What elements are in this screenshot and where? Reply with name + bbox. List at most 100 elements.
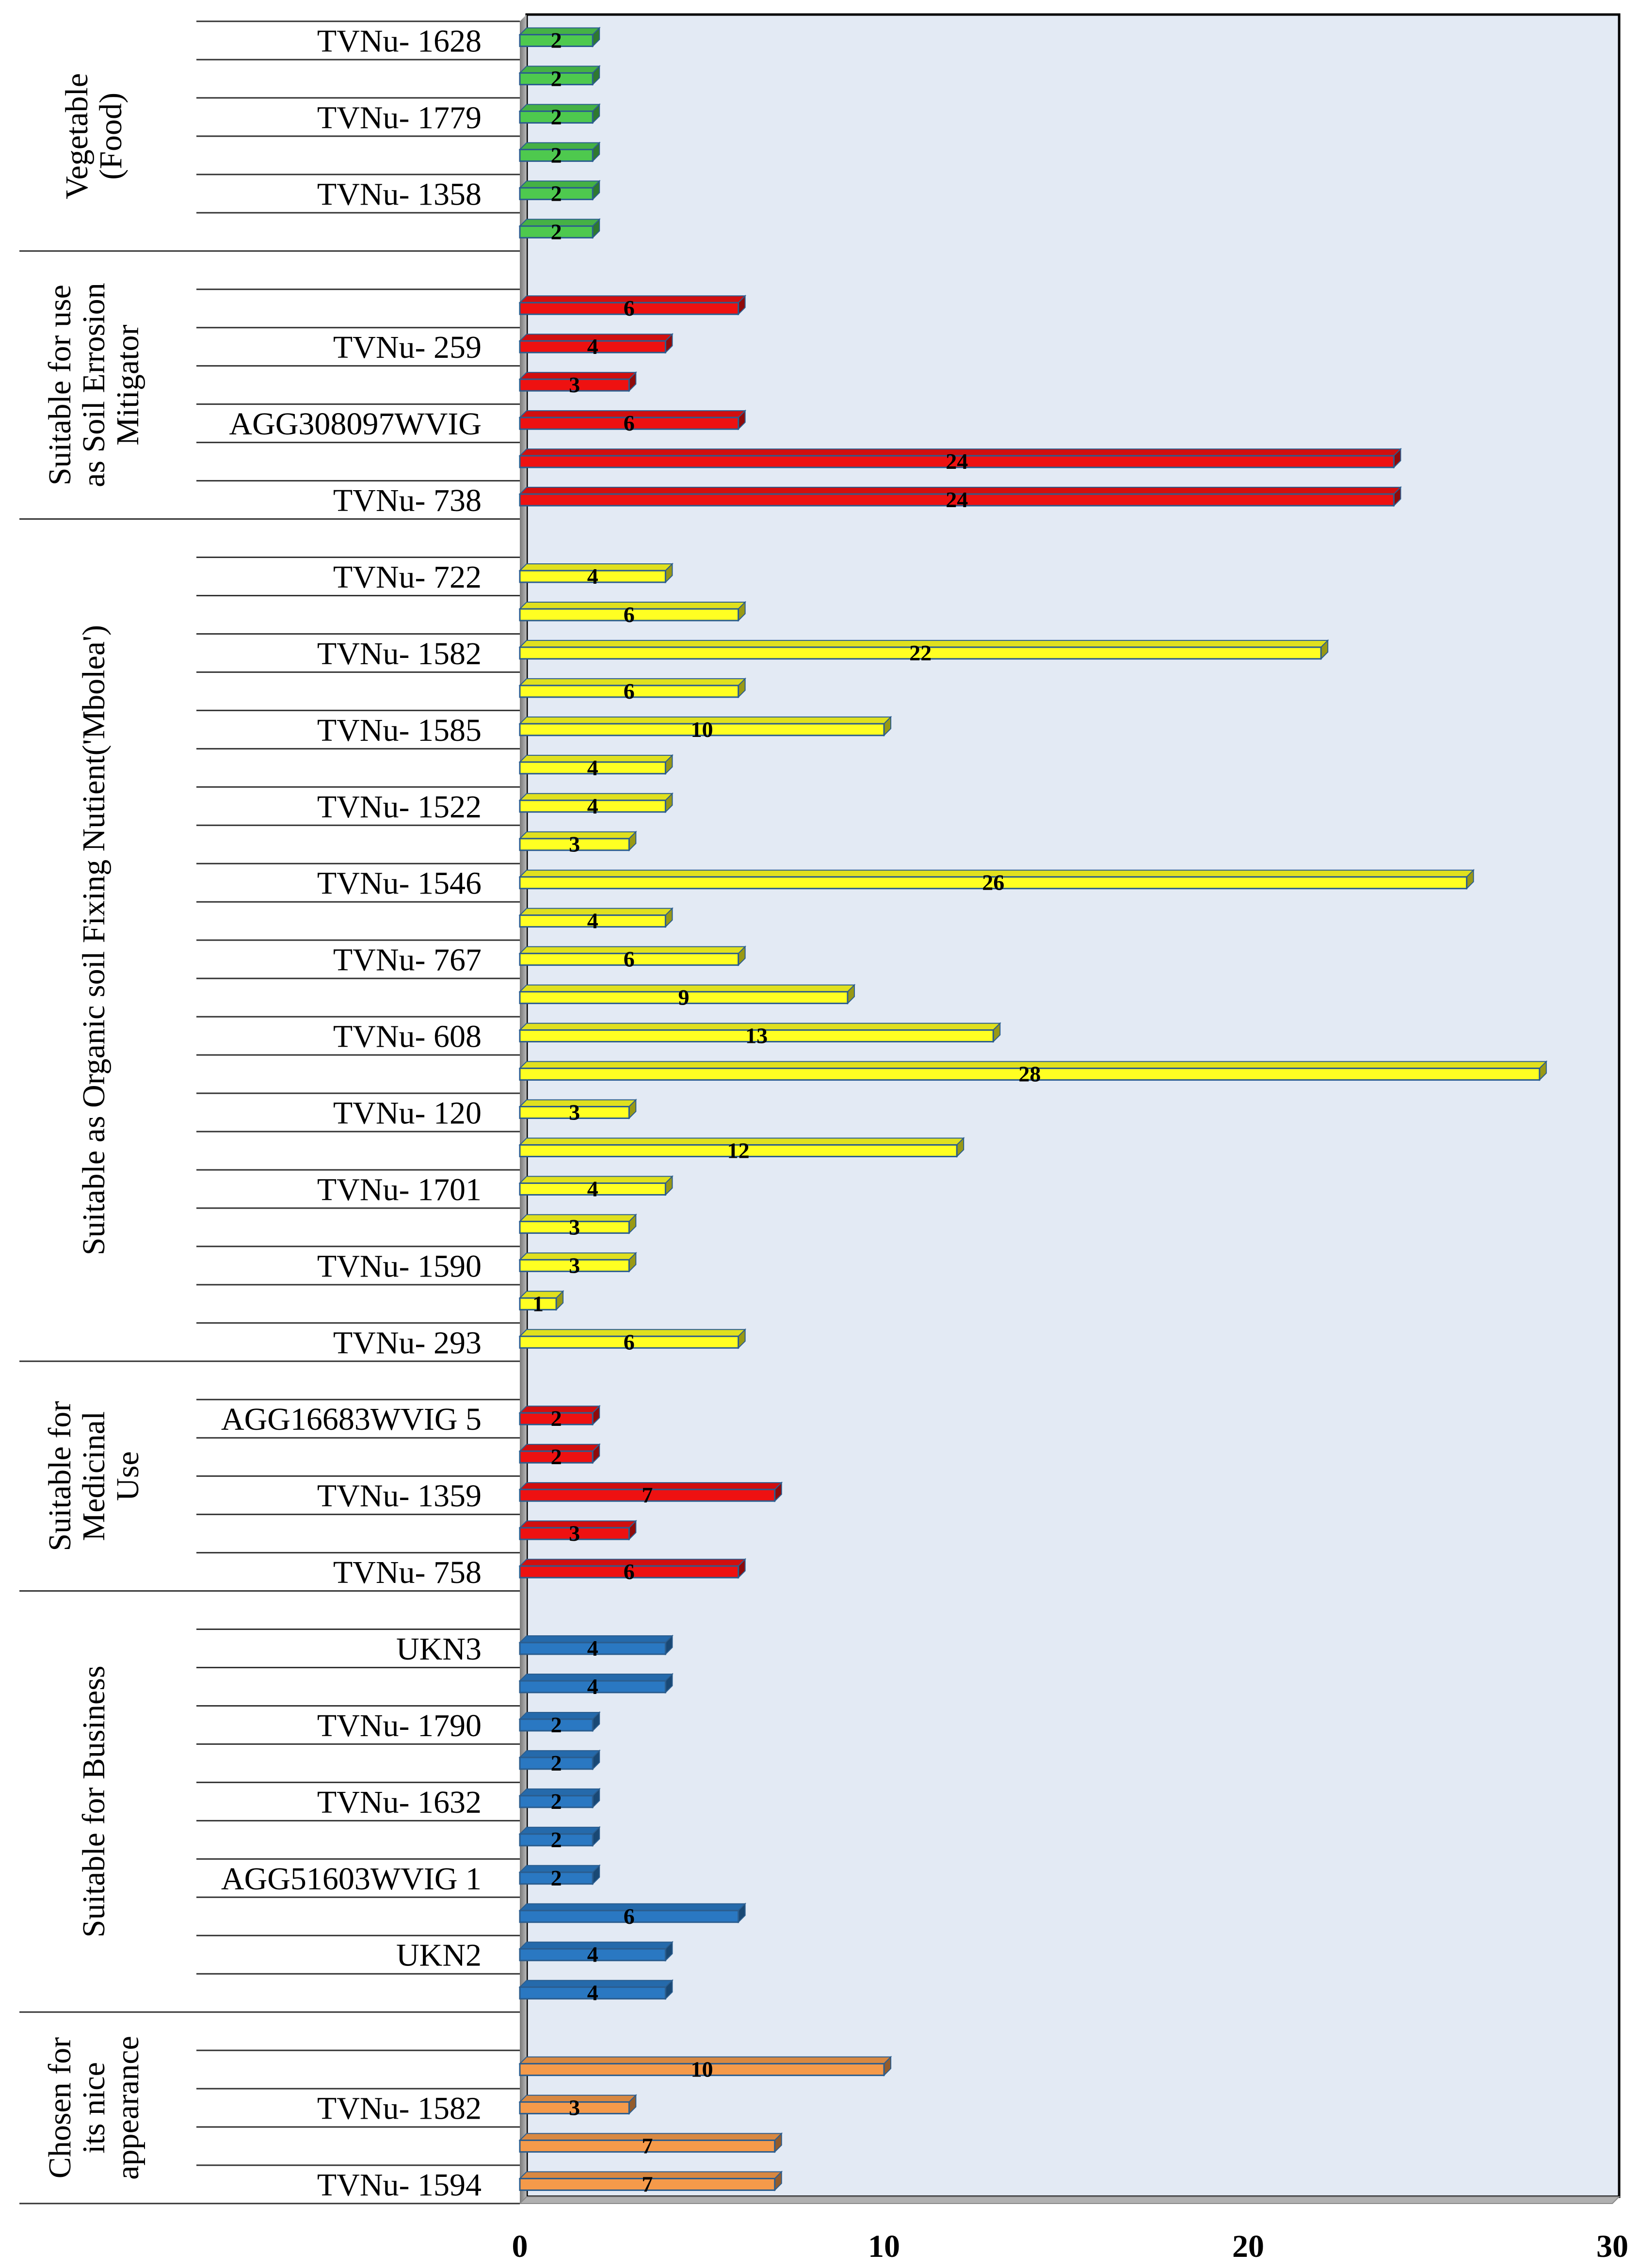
bar-face [519, 187, 594, 200]
plot-background [525, 13, 1621, 2198]
bar-face [519, 110, 594, 124]
category-label: TVNu- 758 [333, 1555, 482, 1590]
bar-face [519, 761, 666, 775]
category-label: TVNu- 1358 [317, 176, 482, 212]
category-label: TVNu- 722 [333, 559, 482, 595]
bar-face [519, 1757, 594, 1770]
bar-face [519, 1871, 594, 1885]
bar-face [519, 1412, 594, 1425]
category-label: TVNu- 767 [333, 942, 482, 978]
value-label: 2 [551, 66, 562, 91]
bar [518, 141, 601, 162]
bar [518, 1749, 601, 1771]
bar-face [519, 1259, 630, 1272]
bar-face [519, 1335, 740, 1349]
group-label: as Soil Errosion [76, 283, 112, 487]
category-label: AGG51603WVIG 1 [221, 1861, 482, 1897]
bar-face [519, 1642, 666, 1655]
value-label: 4 [587, 564, 598, 589]
bar [518, 1673, 674, 1694]
category-label: TVNu- 293 [333, 1325, 482, 1360]
bar-face [519, 1106, 630, 1119]
value-label: 2 [551, 1827, 562, 1852]
value-label: 2 [551, 143, 562, 167]
bar [518, 1060, 1548, 1081]
bar-face [519, 1297, 557, 1310]
value-label: 12 [727, 1138, 750, 1163]
bar-face [519, 838, 630, 851]
bar-face [519, 685, 740, 698]
bar-face [519, 1986, 666, 2000]
bar-face [519, 953, 740, 966]
value-label: 6 [624, 1904, 635, 1929]
value-label: 6 [624, 602, 635, 627]
bar-face [519, 991, 849, 1005]
value-label: 2 [551, 104, 562, 129]
bar [518, 677, 747, 699]
bar [518, 1519, 637, 1541]
category-label: TVNu- 1632 [317, 1785, 482, 1820]
bar-face [519, 1948, 666, 1962]
value-label: 24 [946, 449, 968, 474]
bar-face [519, 570, 666, 583]
bar [518, 945, 747, 967]
bar-face [519, 1068, 1541, 1081]
bar [518, 984, 856, 1005]
category-label: UKN2 [396, 1938, 482, 1973]
category-label: TVNu- 1628 [317, 23, 482, 59]
bar [518, 1137, 965, 1158]
group-label: Use [110, 1451, 145, 1501]
group-label: Suitable as Organic soil Fixing Nutient(… [76, 625, 112, 1255]
category-label: TVNu- 1594 [317, 2168, 482, 2203]
value-label: 4 [587, 909, 598, 933]
bar [518, 639, 1329, 660]
bar [518, 792, 674, 814]
bar [518, 1290, 564, 1311]
bar [518, 869, 1475, 890]
value-label: 24 [946, 487, 968, 512]
category-label: TVNu- 1359 [317, 1478, 482, 1514]
bar [518, 1788, 601, 1809]
bar [518, 1022, 1001, 1043]
group-label: Vegetable [59, 73, 95, 199]
value-label: 26 [982, 870, 1004, 895]
bar-face [519, 1565, 740, 1579]
bar [518, 1405, 601, 1426]
value-label: 2 [551, 1751, 562, 1775]
category-label: UKN3 [396, 1631, 482, 1667]
bar-face [519, 2178, 776, 2191]
category-label: TVNu- 259 [333, 330, 482, 365]
bar-face [519, 1527, 630, 1540]
value-label: 4 [587, 794, 598, 818]
category-label: TVNu- 1590 [317, 1248, 482, 1284]
bar-face [519, 1144, 958, 1157]
bar [518, 562, 674, 584]
value-label: 2 [551, 1712, 562, 1737]
bar [518, 1175, 674, 1196]
value-label: 4 [587, 1176, 598, 1201]
group-label: Medicinal [76, 1411, 112, 1541]
value-label: 2 [551, 1444, 562, 1469]
value-label: 2 [551, 181, 562, 206]
value-label: 3 [569, 1100, 580, 1125]
bar-face [519, 1680, 666, 1693]
value-label: 4 [587, 1942, 598, 1967]
bar [518, 1941, 674, 1962]
value-label: 4 [587, 755, 598, 780]
group-label: (Food) [93, 93, 129, 180]
bar [518, 1634, 674, 1656]
group-label: Suitable for [42, 1401, 78, 1551]
bar-face [519, 378, 630, 392]
bar-face [519, 1450, 594, 1464]
group-label: Mitigator [110, 324, 145, 445]
bar-face [519, 1833, 594, 1847]
category-label: TVNu- 1779 [317, 100, 482, 135]
bar-face [519, 72, 594, 85]
value-label: 9 [678, 985, 689, 1010]
value-label: 4 [587, 334, 598, 359]
bar [518, 1213, 637, 1234]
category-label: TVNu- 120 [333, 1096, 482, 1131]
value-label: 2 [551, 1789, 562, 1814]
bar [518, 1558, 747, 1579]
bar [518, 1481, 783, 1502]
